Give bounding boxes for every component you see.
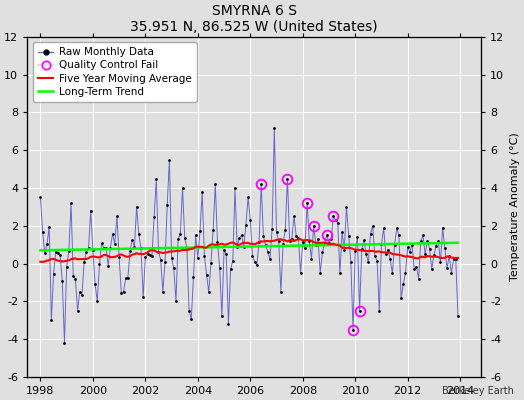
- Title: SMYRNA 6 S
35.951 N, 86.525 W (United States): SMYRNA 6 S 35.951 N, 86.525 W (United St…: [130, 4, 378, 34]
- Text: Berkeley Earth: Berkeley Earth: [442, 386, 514, 396]
- Legend: Raw Monthly Data, Quality Control Fail, Five Year Moving Average, Long-Term Tren: Raw Monthly Data, Quality Control Fail, …: [32, 42, 196, 102]
- Y-axis label: Temperature Anomaly (°C): Temperature Anomaly (°C): [510, 132, 520, 281]
